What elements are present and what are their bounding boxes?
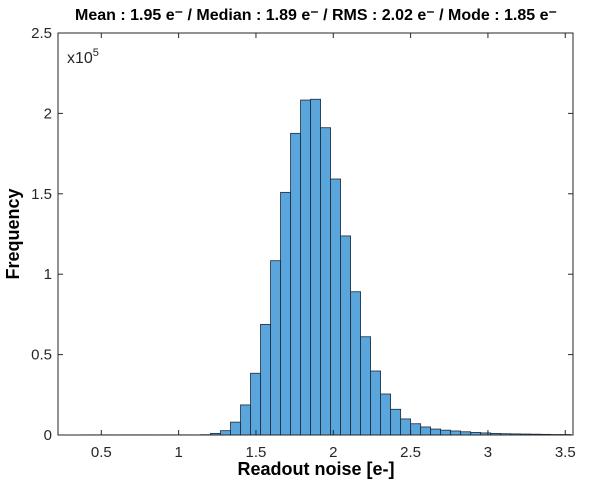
- histogram-bar: [221, 431, 231, 435]
- histogram-bar: [251, 373, 261, 435]
- histogram-bar: [261, 324, 271, 435]
- y-tick-label: 1: [44, 266, 52, 283]
- y-axis-label: Frequency: [3, 188, 23, 279]
- histogram-bar: [241, 405, 251, 435]
- y-tick-label: 0: [44, 427, 52, 444]
- histogram-bar: [391, 409, 401, 435]
- x-tick-label: 2.5: [400, 444, 421, 461]
- x-tick-label: 1: [174, 444, 182, 461]
- y-tick-label: 0.5: [31, 347, 52, 364]
- histogram-bar: [451, 431, 461, 435]
- bars-group: [80, 99, 570, 435]
- x-tick-label: 3.5: [555, 444, 576, 461]
- histogram-bar: [321, 128, 331, 435]
- histogram-bar: [331, 179, 341, 435]
- histogram-bar: [341, 236, 351, 435]
- histogram-bar: [301, 100, 311, 435]
- histogram-bar: [431, 429, 441, 435]
- y-multiplier-base: x10: [67, 50, 93, 67]
- y-tick-label: 2: [44, 105, 52, 122]
- histogram-bar: [381, 394, 391, 435]
- histogram-bar: [271, 261, 281, 435]
- y-multiplier: x105: [67, 47, 99, 67]
- histogram-bar: [291, 133, 301, 435]
- histogram-bar: [371, 371, 381, 435]
- x-tick-label: 3: [484, 444, 492, 461]
- histogram-bar: [411, 424, 421, 435]
- histogram-bar: [351, 292, 361, 435]
- y-tick-label: 2.5: [31, 25, 52, 42]
- x-tick-label: 0.5: [91, 444, 112, 461]
- y-tick-label: 1.5: [31, 186, 52, 203]
- histogram-bar: [231, 422, 241, 435]
- y-multiplier-exponent: 5: [93, 47, 99, 59]
- histogram-bar: [361, 337, 371, 435]
- histogram-bar: [311, 99, 321, 435]
- histogram-bar: [441, 430, 451, 435]
- chart-title: Mean : 1.95 e⁻ / Median : 1.89 e⁻ / RMS …: [75, 7, 557, 24]
- x-axis-label: Readout noise [e-]: [237, 459, 394, 479]
- histogram-bar: [401, 419, 411, 435]
- histogram-bar: [421, 427, 431, 435]
- histogram-bar: [281, 192, 291, 435]
